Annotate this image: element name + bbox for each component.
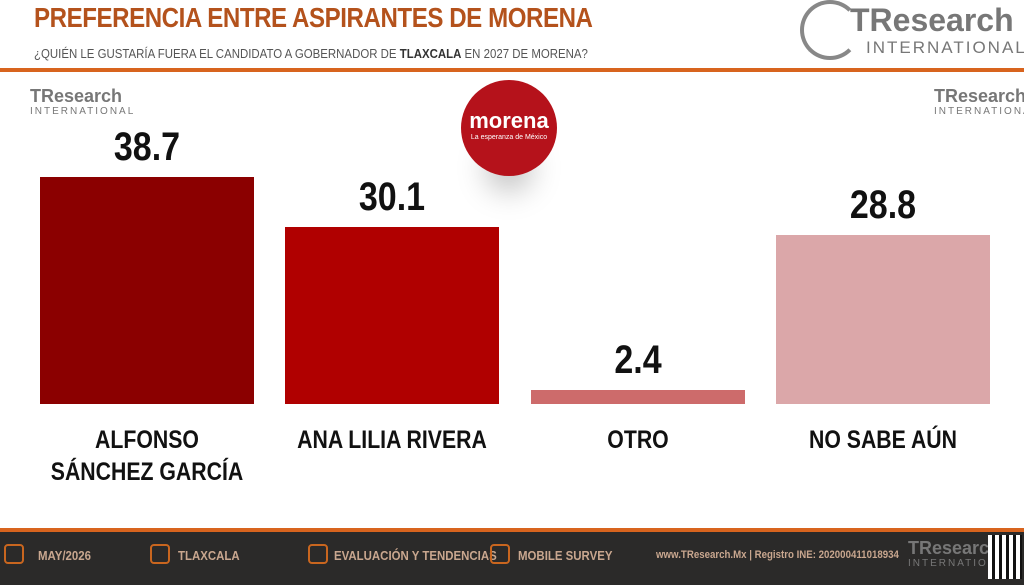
value-label: 2.4 xyxy=(614,337,662,382)
title: PREFERENCIA ENTRE ASPIRANTES DE MORENA xyxy=(34,2,593,33)
header-rule xyxy=(0,68,1024,72)
qr-code xyxy=(988,535,1022,579)
bar xyxy=(285,227,500,404)
watermark-sub: INTERNATIONAL xyxy=(934,106,1024,117)
footer-icon xyxy=(490,544,510,564)
footer-icon xyxy=(308,544,328,564)
x-tick-label: OTRO xyxy=(607,426,669,454)
logo-ring xyxy=(800,0,860,60)
bar xyxy=(39,176,254,404)
watermark-sub: INTERNATIONAL xyxy=(30,106,136,117)
value-label: 30.1 xyxy=(359,175,426,220)
logo-subtext: INTERNATIONAL xyxy=(866,38,1024,57)
footer-text: EVALUACIÓN Y TENDENCIAS xyxy=(334,548,497,563)
subtitle-part: ¿QUIÉN LE GUSTARÍA FUERA EL CANDIDATO A … xyxy=(34,46,400,61)
party-logo: morena La esperanza de México xyxy=(461,80,557,176)
x-tick-label: ALFONSO SÁNCHEZ GARCÍA xyxy=(50,426,243,486)
party-name: morena xyxy=(469,108,549,133)
footer-logo: TResearch xyxy=(908,538,1001,558)
bar xyxy=(530,389,745,404)
value-label: 28.8 xyxy=(850,182,917,227)
footer-logo-sub: INTERNATIONAL xyxy=(908,558,1014,569)
footer-text: www.TResearch.Mx | Registro INE: 2020004… xyxy=(656,549,899,561)
footer xyxy=(0,528,1024,585)
subtitle-part: EN 2027 DE MORENA? xyxy=(461,46,588,61)
footer-icon xyxy=(4,544,24,564)
footer-text: TLAXCALA xyxy=(178,548,240,563)
party-slogan: La esperanza de México xyxy=(470,134,548,141)
bar xyxy=(776,234,991,404)
x-tick-label: ANA LILIA RIVERA xyxy=(297,426,488,454)
x-tick-label: NO SABE AÚN xyxy=(809,426,958,454)
subtitle-part: TLAXCALA xyxy=(399,46,462,61)
logo-text: TResearch xyxy=(850,2,1014,38)
watermark-logo: TResearch xyxy=(934,86,1024,106)
footer-icon xyxy=(150,544,170,564)
subtitle: ¿QUIÉN LE GUSTARÍA FUERA EL CANDIDATO A … xyxy=(34,46,588,61)
watermark-logo: TResearch xyxy=(30,86,123,106)
value-label: 38.7 xyxy=(113,124,180,169)
footer-text: MAY/2026 xyxy=(38,548,92,563)
footer-text: MOBILE SURVEY xyxy=(518,548,613,563)
